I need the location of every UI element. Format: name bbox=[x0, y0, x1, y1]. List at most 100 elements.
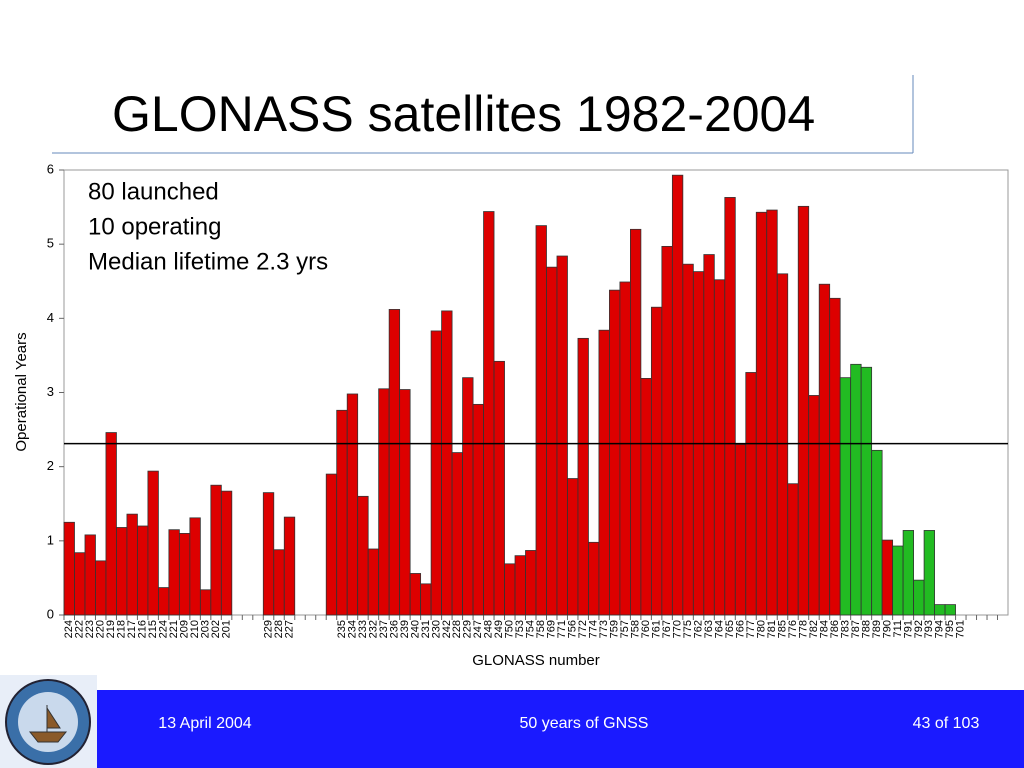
x-tick-label: 757 bbox=[619, 620, 631, 638]
y-tick-label: 3 bbox=[47, 384, 54, 399]
x-tick-label: 773 bbox=[598, 620, 610, 638]
bar bbox=[105, 432, 117, 616]
y-tick-label: 2 bbox=[47, 458, 54, 473]
slide-title: GLONASS satellites 1982-2004 bbox=[112, 86, 815, 142]
x-tick-label: 786 bbox=[829, 620, 841, 638]
x-tick-label: 792 bbox=[913, 620, 925, 638]
bar bbox=[724, 197, 736, 616]
bar bbox=[388, 309, 401, 616]
x-tick-label: 227 bbox=[283, 620, 295, 638]
x-tick-label: 224 bbox=[63, 620, 75, 638]
x-tick-label: 203 bbox=[200, 620, 212, 638]
bar bbox=[210, 484, 222, 616]
x-tick-label: 209 bbox=[179, 620, 191, 638]
x-tick-label: 759 bbox=[609, 620, 621, 638]
bar bbox=[420, 583, 432, 616]
x-tick-label: 210 bbox=[189, 620, 201, 638]
y-axis-label: Operational Years bbox=[13, 332, 30, 451]
x-tick-label: 787 bbox=[850, 620, 862, 638]
x-tick-label: 753 bbox=[514, 620, 526, 638]
bar bbox=[409, 573, 422, 616]
y-tick-label: 1 bbox=[47, 532, 54, 547]
x-tick-label: 750 bbox=[504, 620, 516, 638]
bar bbox=[850, 363, 862, 616]
bar bbox=[703, 254, 715, 616]
x-axis-label: GLONASS number bbox=[472, 652, 600, 669]
x-tick-label: 774 bbox=[588, 620, 600, 638]
x-tick-label: 772 bbox=[577, 620, 589, 638]
x-tick-label: 711 bbox=[892, 620, 904, 638]
x-tick-label: 791 bbox=[902, 620, 914, 638]
x-tick-label: 776 bbox=[787, 620, 799, 638]
bar bbox=[504, 563, 516, 616]
x-tick-label: 762 bbox=[692, 620, 704, 638]
y-tick-label: 5 bbox=[47, 236, 54, 251]
x-tick-label: 789 bbox=[871, 620, 883, 638]
x-tick-label: 785 bbox=[776, 620, 788, 638]
x-tick-label: 769 bbox=[546, 620, 558, 638]
x-tick-label: 778 bbox=[797, 620, 809, 638]
bar bbox=[745, 372, 757, 616]
bar bbox=[220, 490, 233, 616]
x-tick-label: 232 bbox=[367, 620, 379, 638]
bar bbox=[650, 306, 663, 616]
bar bbox=[525, 550, 537, 616]
bar bbox=[766, 209, 778, 616]
bar bbox=[325, 473, 338, 616]
bar bbox=[283, 516, 296, 616]
bar bbox=[630, 228, 642, 616]
x-tick-label: 784 bbox=[818, 620, 830, 638]
bar bbox=[892, 545, 904, 616]
bar bbox=[95, 560, 107, 616]
bar bbox=[808, 395, 820, 616]
x-tick-label: 215 bbox=[147, 620, 159, 638]
x-tick-label: 242 bbox=[441, 620, 453, 638]
x-tick-label: 794 bbox=[934, 620, 946, 638]
bar bbox=[441, 310, 453, 616]
bar bbox=[178, 533, 191, 616]
x-tick-label: 229 bbox=[262, 620, 274, 638]
x-tick-label: 229 bbox=[462, 620, 474, 638]
bar bbox=[273, 549, 285, 616]
x-tick-label: 777 bbox=[745, 620, 757, 638]
x-tick-label: 767 bbox=[661, 620, 673, 638]
x-tick-label: 783 bbox=[839, 620, 851, 638]
bar bbox=[116, 527, 128, 616]
bar bbox=[734, 444, 747, 616]
bar bbox=[346, 393, 359, 616]
y-tick-label: 4 bbox=[47, 310, 54, 325]
x-tick-label: 701 bbox=[955, 620, 967, 638]
bar bbox=[588, 541, 600, 616]
x-tick-label: 230 bbox=[430, 620, 442, 638]
bar bbox=[577, 337, 589, 616]
bar bbox=[881, 539, 894, 616]
bar bbox=[399, 389, 411, 616]
y-tick-label: 6 bbox=[47, 161, 54, 176]
bar bbox=[682, 263, 694, 616]
x-tick-label: 228 bbox=[273, 620, 285, 638]
footer-date: 13 April 2004 bbox=[158, 715, 252, 732]
bar bbox=[871, 449, 883, 616]
x-tick-label: 240 bbox=[409, 620, 421, 638]
x-tick-label: 765 bbox=[724, 620, 736, 638]
bar bbox=[493, 360, 505, 616]
x-tick-label: 764 bbox=[713, 620, 725, 638]
x-tick-label: 248 bbox=[483, 620, 495, 638]
x-tick-label: 234 bbox=[346, 620, 358, 638]
bar bbox=[839, 377, 852, 616]
bar bbox=[262, 492, 275, 616]
x-tick-label: 770 bbox=[672, 620, 684, 638]
bar bbox=[367, 548, 380, 616]
bar bbox=[661, 245, 673, 616]
bar bbox=[902, 530, 914, 616]
bar bbox=[818, 283, 831, 616]
x-tick-label: 793 bbox=[923, 620, 935, 638]
bar bbox=[514, 555, 526, 616]
bar bbox=[609, 289, 621, 616]
bar bbox=[787, 483, 799, 616]
bar bbox=[671, 174, 684, 616]
bar bbox=[189, 517, 201, 616]
bar bbox=[378, 388, 390, 616]
bar bbox=[472, 403, 484, 616]
